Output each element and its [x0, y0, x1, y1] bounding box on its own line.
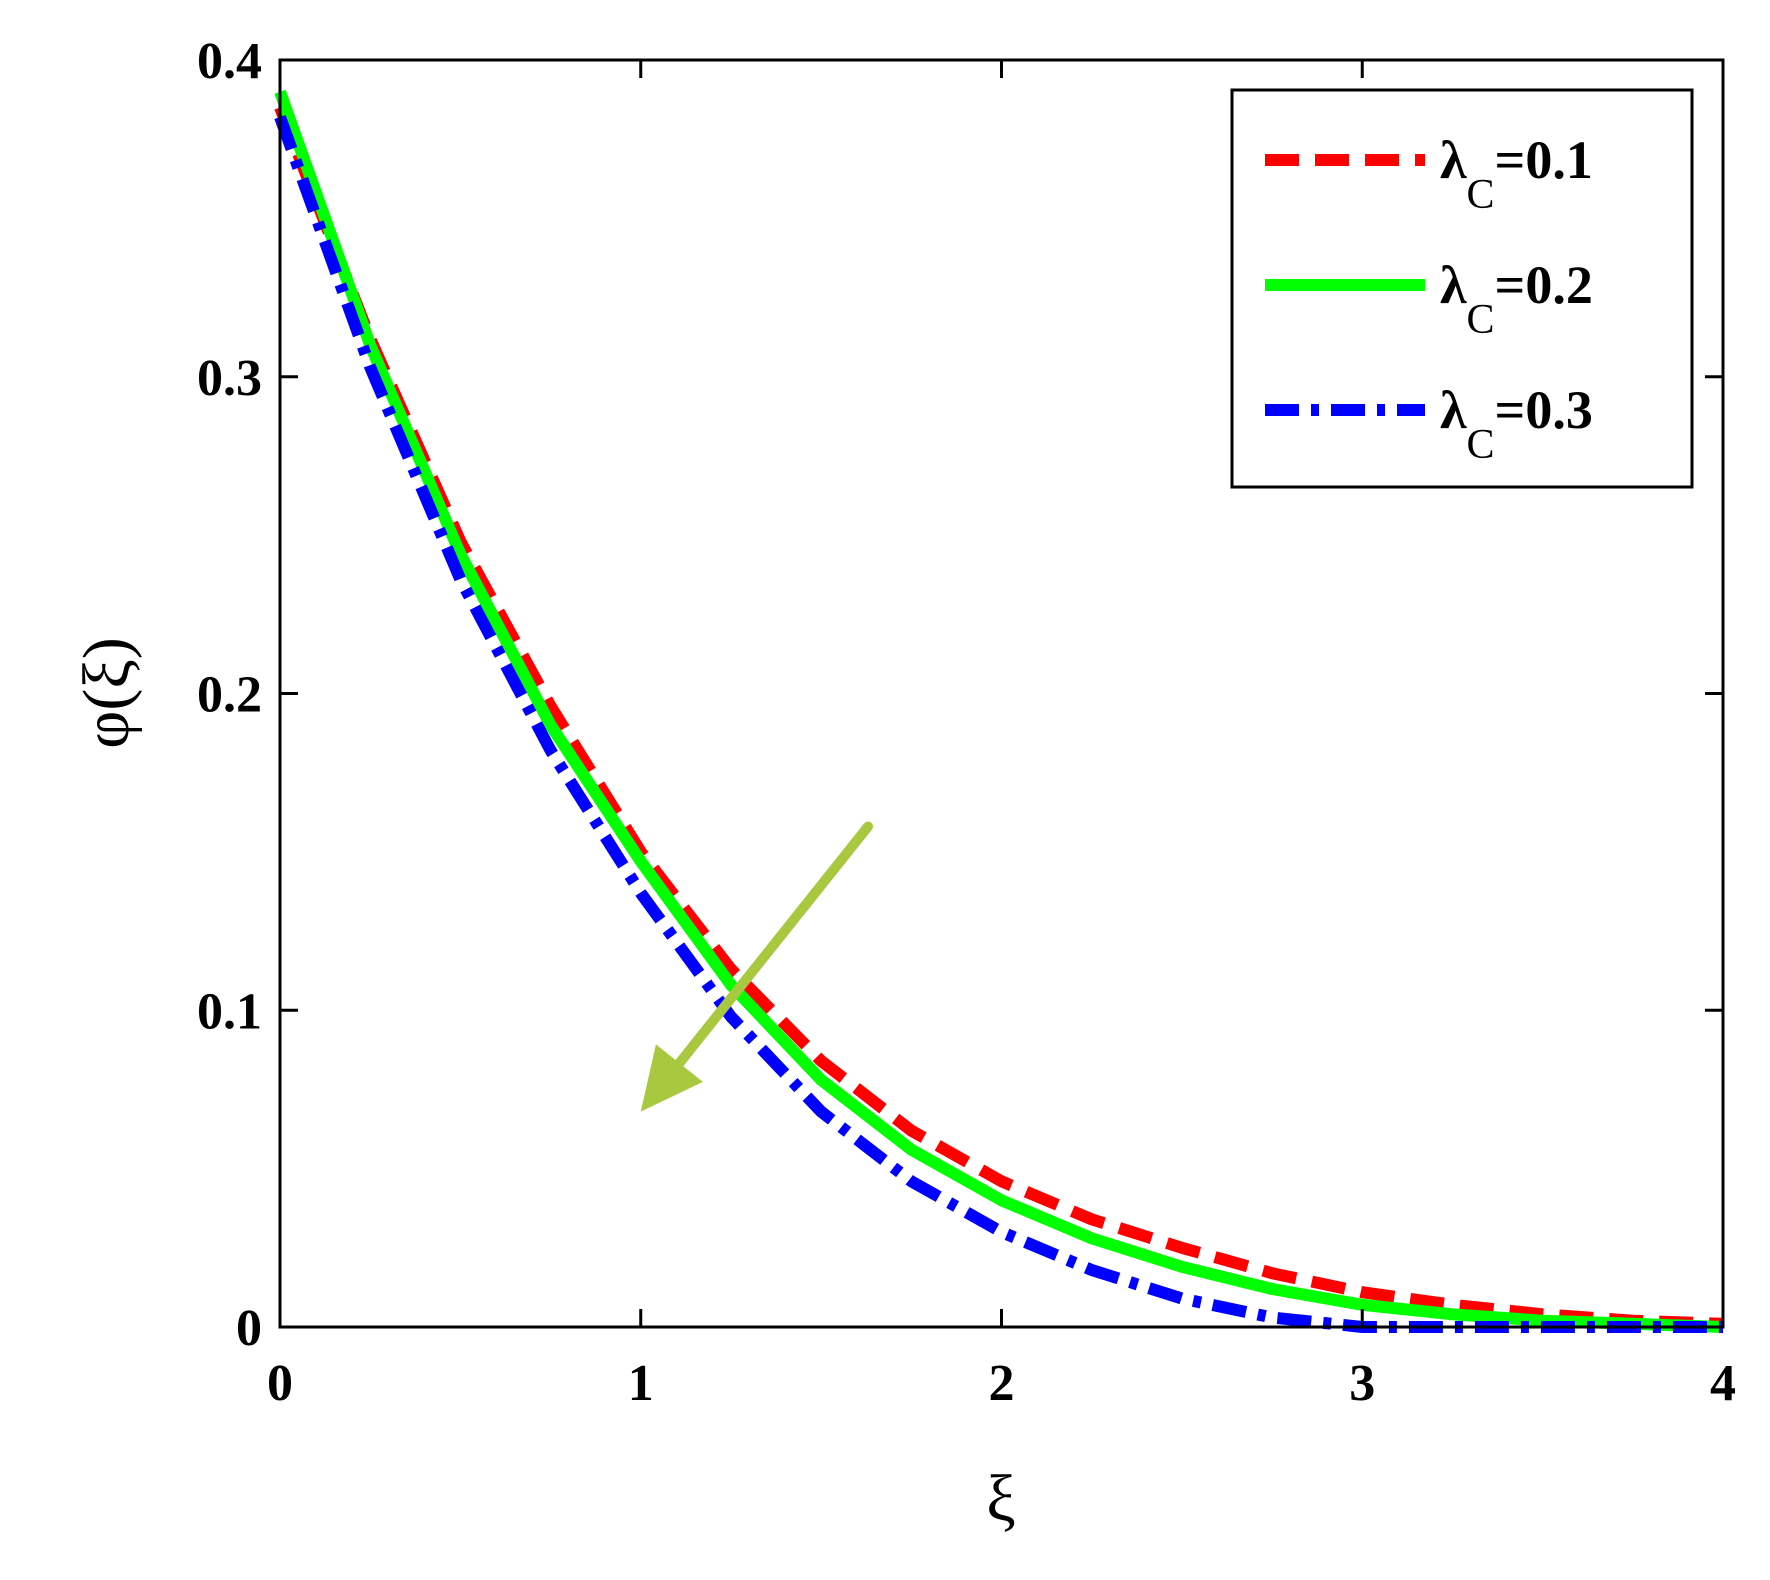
y-tick-label: 0.3: [197, 350, 262, 407]
x-tick-label: 1: [628, 1355, 654, 1412]
annotation-layer: [640, 821, 874, 1112]
y-tick-label: 0.4: [197, 33, 262, 90]
x-tick-label: 4: [1710, 1355, 1736, 1412]
legend: λC=0.1 λC=0.2 λC=0.3: [1230, 88, 1694, 489]
x-tick-label: 0: [267, 1355, 293, 1412]
y-tick-label: 0.1: [197, 983, 262, 1040]
series-line-2: [274, 89, 1724, 1333]
x-axis-label: ξ: [986, 1462, 1015, 1535]
legend-label-2: λC=0.2: [1440, 255, 1593, 343]
y-tick-label: 0: [236, 1300, 262, 1357]
x-tick-label: 2: [989, 1355, 1015, 1412]
tick-layer: 0 1 2 3 4 0 0.1 0.2 0.3 0.4: [197, 33, 1736, 1412]
legend-label-3: λC=0.3: [1440, 380, 1593, 468]
series-line-1: [274, 105, 1724, 1330]
arrow-shaft: [674, 821, 874, 1069]
y-tick-label: 0.2: [197, 667, 262, 724]
x-tick-label: 3: [1349, 1355, 1375, 1412]
legend-label-1: λC=0.1: [1440, 130, 1593, 218]
arrow-head: [640, 1044, 703, 1112]
y-axis-label: φ(ξ): [70, 637, 143, 748]
